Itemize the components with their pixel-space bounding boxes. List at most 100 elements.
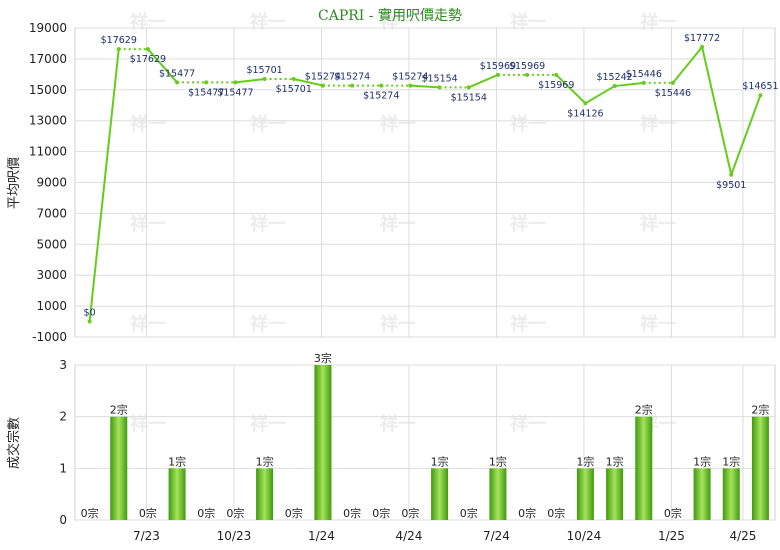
line-chart-grid	[74, 27, 776, 338]
transaction-bar	[693, 468, 711, 520]
x-tick-label: 1/25	[658, 529, 685, 543]
watermark-text: 祥一	[640, 313, 676, 335]
watermark-text: 祥一	[130, 213, 166, 235]
watermark-text: 祥一	[130, 11, 166, 33]
transaction-bar	[489, 468, 507, 520]
y-tick-label: 15000	[29, 83, 67, 97]
y-tick-label: -1000	[32, 330, 67, 344]
data-point	[670, 80, 675, 85]
watermark-text: 祥一	[380, 413, 416, 435]
watermark-text: 祥一	[380, 313, 416, 335]
bar-count-label: 3宗	[314, 351, 332, 365]
bar-count-label: 1宗	[489, 454, 507, 468]
line-segment	[293, 77, 324, 87]
price-label: $14651	[742, 81, 778, 92]
bar-count-label: 0宗	[139, 506, 157, 520]
price-label: $15701	[276, 84, 312, 95]
bar-count-label: 0宗	[197, 506, 215, 520]
price-label: $15477	[217, 87, 253, 98]
data-point	[700, 44, 705, 49]
watermark-text: 祥一	[380, 213, 416, 235]
price-label: $15969	[480, 61, 516, 72]
price-label: $9501	[716, 180, 746, 191]
data-point	[525, 72, 530, 77]
transaction-bar	[606, 468, 624, 520]
bar-count-label: 0宗	[343, 506, 361, 520]
price-label: $15154	[421, 73, 457, 84]
data-point	[175, 80, 180, 85]
price-label: $17629	[101, 35, 137, 46]
line-segment	[235, 77, 265, 84]
watermark-text: 祥一	[250, 413, 286, 435]
watermark-text: 祥一	[510, 113, 546, 135]
data-point	[350, 83, 355, 88]
y-tick-label: 1000	[36, 299, 67, 313]
data-point	[641, 80, 646, 85]
data-point	[466, 85, 471, 90]
watermark-text: 祥一	[640, 11, 676, 33]
transaction-bar	[722, 468, 740, 520]
x-tick-label: 4/24	[395, 529, 422, 543]
transaction-bar	[635, 416, 653, 520]
price-label: $15701	[246, 65, 282, 76]
price-label: $14126	[567, 108, 603, 119]
data-point	[204, 80, 209, 85]
bar-count-label: 0宗	[547, 506, 565, 520]
line-segment	[410, 84, 440, 89]
line-segment	[584, 85, 616, 105]
data-point	[145, 47, 150, 52]
bar-count-label: 0宗	[664, 506, 682, 520]
transaction-bar	[576, 468, 594, 520]
watermark-text: 祥一	[130, 413, 166, 435]
y-tick-label: 13000	[29, 114, 67, 128]
price-label: $17629	[130, 54, 166, 65]
watermark-text: 祥一	[510, 413, 546, 435]
y-tick-label: 11000	[29, 145, 67, 159]
transaction-bars	[110, 365, 769, 520]
y-tick-label: 3000	[36, 268, 67, 282]
y-tick-label: 7000	[36, 206, 67, 220]
watermark-text: 祥一	[510, 213, 546, 235]
price-label: $15477	[159, 68, 195, 79]
data-point	[408, 83, 413, 88]
x-tick-label: 10/24	[567, 529, 602, 543]
line-segment	[672, 46, 703, 84]
y-tick-label: 2	[59, 410, 67, 424]
data-point	[233, 80, 238, 85]
price-label: $15446	[626, 69, 662, 80]
data-point	[729, 172, 734, 177]
line-segment	[555, 74, 587, 105]
transaction-bar	[751, 416, 769, 520]
line-segment	[730, 94, 762, 176]
x-tick-label: 7/24	[483, 529, 510, 543]
bar-count-label: 0宗	[401, 506, 419, 520]
y-tick-label: 5000	[36, 237, 67, 251]
bar-count-label: 1宗	[431, 454, 449, 468]
watermark-text: 祥一	[250, 11, 286, 33]
price-label: $15274	[334, 72, 370, 83]
data-point	[320, 83, 325, 88]
x-tick-label: 4/25	[729, 529, 756, 543]
y-tick-label: 3	[59, 358, 67, 372]
data-point	[437, 85, 442, 90]
line-chart-y-axis: -1000 1000 3000 5000 7000 9000 11000 13000 15000…	[29, 21, 67, 344]
bar-count-label: 0宗	[81, 506, 99, 520]
y-tick-label: 0	[59, 513, 67, 527]
y-tick-label: 19000	[29, 21, 67, 35]
bar-chart-y-axis: 0 1 2 3	[59, 358, 67, 527]
transaction-bar	[168, 468, 186, 520]
data-point	[379, 83, 384, 88]
price-label: $17772	[684, 33, 720, 44]
x-tick-label: 7/23	[133, 529, 160, 543]
price-label: $15446	[655, 88, 691, 99]
watermark-text: 祥一	[640, 213, 676, 235]
data-point	[87, 319, 92, 324]
price-label: $15274	[392, 72, 428, 83]
data-point	[554, 72, 559, 77]
bar-count-label: 0宗	[518, 506, 536, 520]
chart-title: CAPRI - 實用呎價走勢	[318, 7, 462, 24]
bar-chart-y-label: 成交宗數	[6, 417, 22, 469]
transaction-bar	[314, 365, 332, 520]
